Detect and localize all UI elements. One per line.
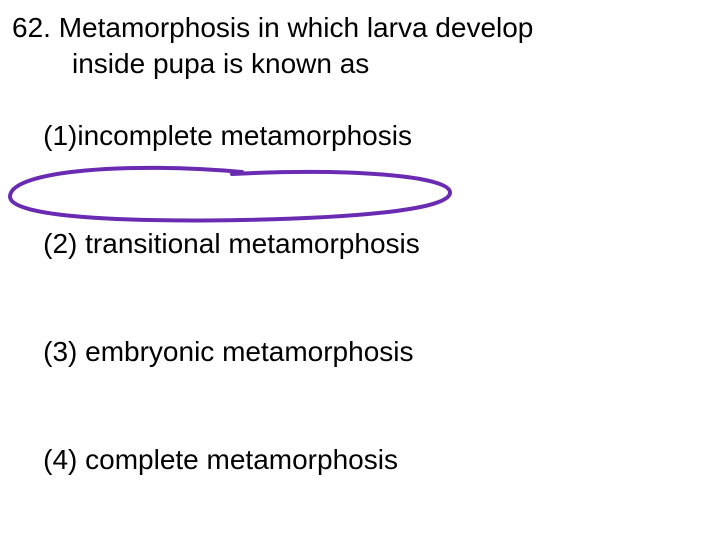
question-slide: 62. Metamorphosis in which larva develop… (0, 0, 720, 540)
option-3: (3) embryonic metamorphosis (12, 298, 704, 406)
option-3-marker: (3) (43, 336, 77, 367)
option-4-gap (77, 444, 85, 475)
question-stem-line-2: inside pupa is known as (72, 46, 704, 82)
option-3-text: embryonic metamorphosis (85, 336, 413, 367)
option-1-text: incomplete metamorphosis (77, 120, 412, 151)
option-1-marker: (1) (43, 120, 77, 151)
option-4: (4) complete metamorphosis (12, 406, 704, 514)
option-3-gap (77, 336, 85, 367)
option-2-marker: (2) (43, 228, 77, 259)
option-2: (2) transitional metamorphosis (12, 190, 704, 298)
question-stem-line-1: 62. Metamorphosis in which larva develop (12, 10, 704, 46)
option-1: (1)incomplete metamorphosis (12, 82, 704, 190)
option-2-gap (77, 228, 85, 259)
option-4-text: complete metamorphosis (85, 444, 398, 475)
option-2-text: transitional metamorphosis (85, 228, 420, 259)
option-4-marker: (4) (43, 444, 77, 475)
